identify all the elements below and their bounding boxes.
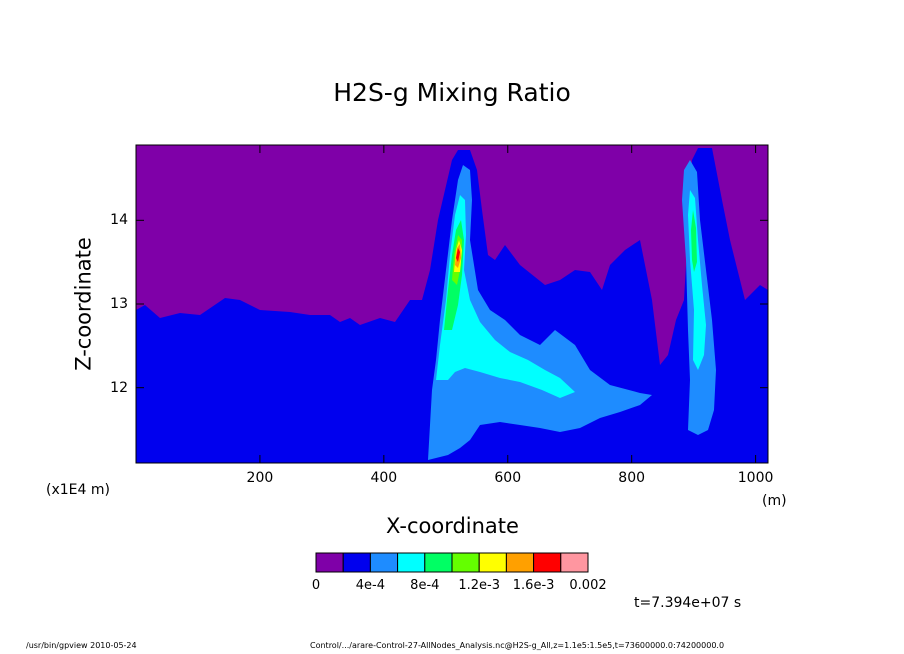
y-axis-ticks xyxy=(136,219,768,389)
colorbar-swatch xyxy=(342,552,371,573)
y-axis-unit: (x1E4 m) xyxy=(46,482,110,498)
x-axis-ticks xyxy=(259,145,757,463)
colorbar xyxy=(315,552,589,573)
colorbar-swatch xyxy=(397,552,426,573)
x-axis-unit: (m) xyxy=(762,493,787,509)
colorbar-swatch xyxy=(478,552,507,573)
colorbar-swatch xyxy=(424,552,453,573)
x-axis-label: X-coordinate xyxy=(386,514,519,538)
colorbar-label: 0.002 xyxy=(569,578,607,593)
colorbar-swatch xyxy=(451,552,480,573)
chart-title: H2S-g Mixing Ratio xyxy=(333,78,571,107)
footer-source: Control/.../arare-Control-27-AllNodes_An… xyxy=(310,641,725,650)
x-tick-label: 200 xyxy=(246,470,274,486)
colorbar-swatch xyxy=(533,552,562,573)
colorbar-label: 4e-4 xyxy=(355,578,385,593)
colorbar-swatch xyxy=(505,552,535,573)
x-tick-label: 600 xyxy=(494,470,522,486)
colorbar-swatch xyxy=(315,552,344,573)
colorbar-label: 0 xyxy=(311,578,321,593)
colorbar-label: 1.2e-3 xyxy=(458,578,500,593)
footer-program: /usr/bin/gpview 2010-05-24 xyxy=(26,641,137,650)
time-annotation: t=7.394e+07 s xyxy=(634,595,742,611)
x-tick-label: 800 xyxy=(618,470,646,486)
colorbar-label: 1.6e-3 xyxy=(512,578,555,593)
colorbar-label: 8e-4 xyxy=(410,578,440,593)
x-tick-label: 400 xyxy=(370,470,398,486)
colorbar-swatch xyxy=(369,552,399,573)
y-axis-label: Z-coordinate xyxy=(71,237,96,371)
y-tick-label: 12 xyxy=(110,379,128,396)
heatmap-field xyxy=(136,145,768,463)
y-tick-label: 13 xyxy=(110,296,128,312)
colorbar-swatch xyxy=(560,552,589,573)
y-tick-label: 14 xyxy=(110,212,128,229)
x-tick-label: 1000 xyxy=(737,470,774,486)
